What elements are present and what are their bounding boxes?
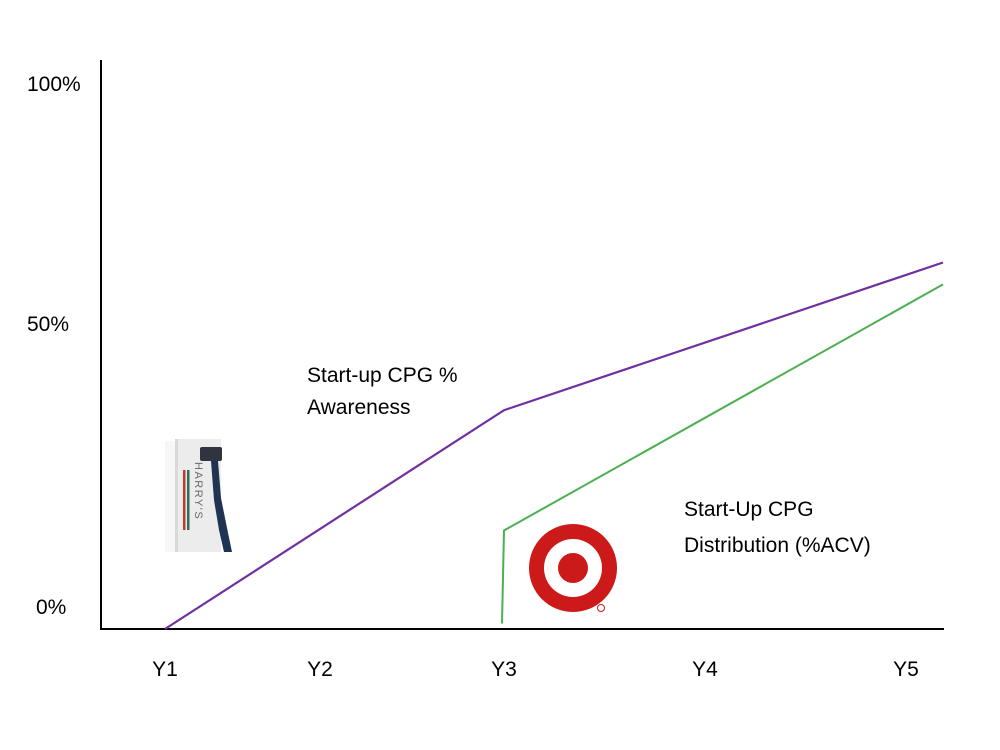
annotation-distribution-line2: Distribution (%ACV) [684, 534, 871, 557]
registered-mark [597, 604, 605, 612]
target-logo [529, 524, 617, 612]
harrys-box-text: HARRY'S [192, 462, 204, 520]
x-tick-label-y3: Y3 [491, 658, 517, 681]
y-tick-label-100: 100% [27, 73, 81, 96]
x-tick-label-y2: Y2 [307, 658, 333, 681]
annotation-awareness-line1: Start-up CPG % [307, 364, 458, 387]
harrys-stripe-green [187, 470, 190, 530]
razor-head [200, 447, 222, 461]
razor-handle [211, 461, 232, 552]
x-tick-label-y4: Y4 [692, 658, 718, 681]
series-line-awareness [164, 261, 944, 630]
harrys-stripe-red [183, 470, 186, 530]
annotation-awareness-line2: Awareness [307, 396, 411, 419]
series-line-distribution [501, 283, 944, 624]
annotation-distribution-line1: Start-Up CPG [684, 498, 814, 521]
y-tick-label-50: 50% [27, 313, 69, 336]
y-tick-label-0: 0% [36, 596, 66, 619]
harrys-product-image: HARRY'S [165, 439, 232, 552]
x-tick-label-y1: Y1 [152, 658, 178, 681]
x-tick-label-y5: Y5 [893, 658, 919, 681]
